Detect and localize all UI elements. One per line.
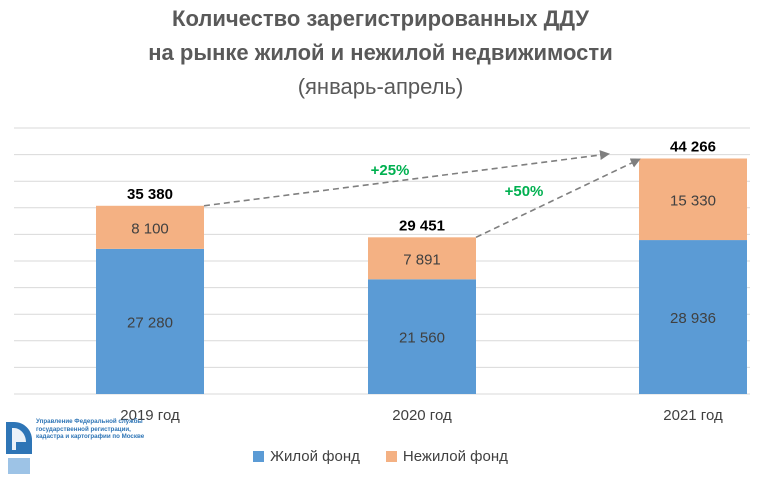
chart-legend: Жилой фонд Нежилой фонд [0, 448, 761, 465]
category-label: 2019 год [120, 407, 180, 424]
logo-text: Управление Федеральной службы государств… [36, 418, 145, 441]
bar-segment [96, 205, 204, 249]
total-label: 35 380 [127, 186, 173, 203]
segment-label: 7 891 [403, 251, 441, 268]
growth-arrow [203, 150, 610, 207]
legend-label-residential: Жилой фонд [270, 448, 360, 465]
segment-label: 15 330 [670, 192, 716, 209]
segment-label: 27 280 [127, 314, 173, 331]
stacked-bar-chart: 27 280 8 100 35 380 2019 год 21 560 7 891 29 4… [14, 127, 750, 424]
legend-item-nonresidential: Нежилой фонд [385, 448, 508, 465]
growth-annotation-2019-2021: +25% [371, 162, 410, 179]
legend-item-residential: Жилой фонд [253, 448, 360, 465]
segment-label: 21 560 [399, 330, 445, 347]
chart-title-line-2: на рынке жилой и нежилой недвижимости [148, 40, 613, 65]
chart-subtitle: (январь-апрель) [297, 74, 464, 99]
chart-title-line-1: Количество зарегистрированных ДДУ [172, 6, 589, 31]
total-label: 29 451 [399, 217, 445, 234]
bar-segment [639, 240, 747, 394]
legend-label-nonresidential: Нежилой фонд [402, 448, 508, 465]
total-label: 44 266 [670, 139, 716, 156]
segment-label: 8 100 [131, 220, 169, 237]
growth-annotation-2020-2021: +50% [505, 183, 544, 200]
legend-swatch-nonresidential [385, 451, 397, 462]
bar-segment [368, 279, 476, 394]
bar-segment [368, 237, 476, 280]
growth-arrow [475, 158, 641, 239]
bar-segment [639, 158, 747, 241]
bar-segment [96, 248, 204, 394]
category-label: 2021 год [663, 407, 723, 424]
category-label: 2020 год [392, 407, 452, 424]
legend-swatch-residential [253, 451, 265, 462]
rosreestr-logo-icon [6, 422, 32, 474]
segment-label: 28 936 [670, 310, 716, 327]
